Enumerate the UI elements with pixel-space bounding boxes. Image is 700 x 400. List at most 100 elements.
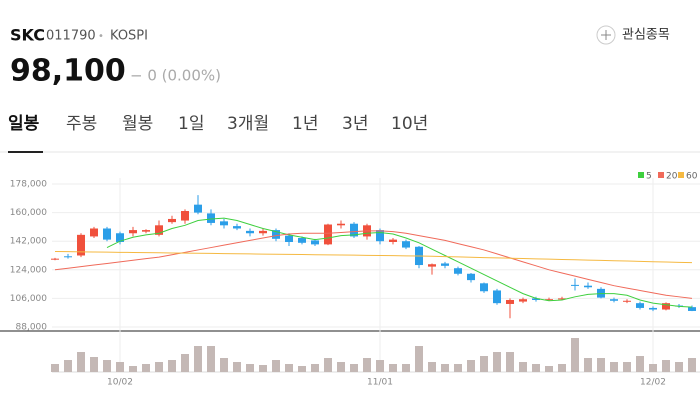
candle-body (181, 211, 189, 221)
tab[interactable]: 월봉 (122, 114, 153, 134)
volume-bar (259, 365, 267, 372)
volume-bar (467, 360, 475, 372)
tab[interactable]: 3개월 (227, 114, 269, 134)
volume-bar (493, 352, 501, 372)
volume-bar (415, 346, 423, 372)
volume-bar (194, 346, 202, 372)
candle-body (116, 233, 124, 242)
legend-label: 60 (686, 172, 698, 182)
volume-bar (181, 354, 189, 372)
volume-bar (623, 362, 631, 372)
volume-bar (272, 360, 280, 372)
watch-button[interactable]: 관심종목 (596, 25, 670, 45)
volume-bar (402, 364, 410, 372)
candle-body (168, 218, 176, 223)
volume-bar (233, 362, 241, 372)
chart: 88,000 106,000 124,000 142,000 160,000 178,00… (0, 172, 700, 388)
legend-swatch (678, 172, 684, 178)
tab[interactable]: 1일 (178, 114, 204, 134)
tab[interactable]: 3년 (342, 114, 368, 134)
candle-body (220, 221, 228, 226)
candle-body (688, 307, 696, 311)
candle-body (428, 264, 436, 267)
candle-body (77, 234, 85, 256)
watch-icon (596, 25, 616, 45)
volume-bar (129, 366, 137, 372)
candle-body (155, 225, 163, 235)
y-tick-label: 88,000 (16, 323, 48, 333)
candle-body (142, 230, 150, 232)
market: KOSPI (110, 29, 148, 44)
volume-bar (454, 364, 462, 372)
candle-body (298, 238, 306, 243)
volume-bar (77, 352, 85, 372)
candle-body (584, 285, 592, 288)
y-tick-label: 106,000 (10, 294, 47, 304)
y-tick-label: 142,000 (10, 237, 47, 247)
volume-bar (571, 338, 579, 372)
tab[interactable]: 10년 (391, 114, 428, 134)
volume-bar (142, 364, 150, 372)
candle-body (480, 283, 488, 292)
volume-bar (207, 346, 215, 372)
volume-bar (90, 357, 98, 372)
volume-bar (285, 364, 293, 372)
volume-bar (376, 360, 384, 372)
tab[interactable]: 주봉 (66, 114, 97, 134)
volume-bar (116, 362, 124, 372)
legend-swatch (658, 172, 664, 178)
volume-bar (168, 360, 176, 372)
volume-bar (155, 362, 163, 372)
candle-body (64, 256, 72, 258)
moving-average-line (54, 230, 693, 299)
volume-bar (636, 356, 644, 372)
candle-body (636, 303, 644, 308)
candle-body (259, 230, 267, 234)
tab[interactable]: 1년 (292, 114, 318, 134)
watch-label: 관심종목 (622, 28, 670, 43)
stock-name: SKC (10, 26, 45, 45)
volume-bar (311, 364, 319, 372)
candle-body (103, 228, 111, 240)
candle-body (493, 290, 501, 304)
volume-bar (428, 362, 436, 372)
legend-label: 5 (646, 172, 652, 182)
tab[interactable]: 일봉 (8, 114, 40, 134)
candle-body (389, 239, 397, 242)
candle-body (610, 299, 618, 301)
volume-bar (480, 356, 488, 372)
stock-code: 011790 (46, 29, 96, 44)
volume-bar (220, 358, 228, 372)
candle-body (51, 258, 59, 260)
candle-body (467, 273, 475, 281)
candle-body (649, 307, 657, 310)
volume-bar (441, 364, 449, 372)
candle-body (441, 263, 449, 266)
legend-swatch (638, 172, 644, 178)
y-tick-label: 160,000 (10, 208, 47, 218)
candle-body (246, 230, 254, 234)
volume-bar (506, 352, 514, 372)
candle-body (558, 298, 566, 300)
candle-body (129, 230, 137, 234)
moving-average-line (54, 251, 693, 264)
volume-bar (649, 364, 657, 372)
y-tick-label: 178,000 (10, 180, 47, 190)
candle-body (662, 303, 670, 310)
candle-body (506, 299, 514, 304)
volume-bar (545, 366, 553, 372)
volume-bar (51, 364, 59, 372)
price: 98,100 (10, 54, 126, 89)
candle-body (311, 240, 319, 245)
volume-bar (324, 358, 332, 372)
x-tick-label: 11/01 (367, 378, 393, 388)
volume-bar (246, 364, 254, 372)
candle-body (350, 223, 358, 237)
volume-bar (389, 364, 397, 372)
volume-bar (688, 358, 696, 372)
candle-body (207, 213, 215, 223)
candle-body (454, 268, 462, 274)
candle-body (571, 284, 579, 286)
volume-bar (662, 360, 670, 372)
